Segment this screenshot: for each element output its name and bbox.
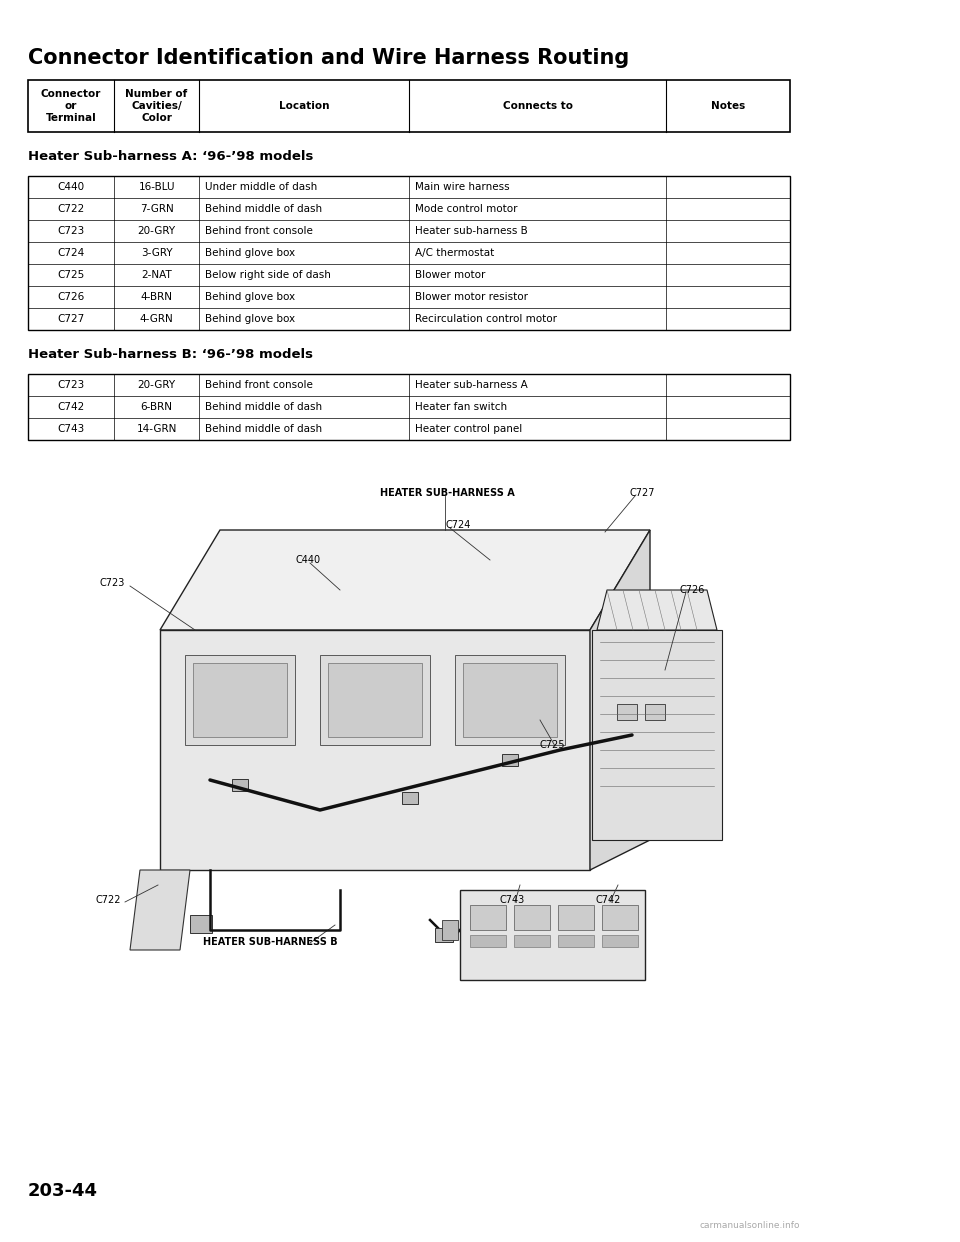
Bar <box>558 935 594 946</box>
Text: Connector Identification and Wire Harness Routing: Connector Identification and Wire Harnes… <box>28 48 629 68</box>
Bar <box>460 891 645 980</box>
Text: Behind glove box: Behind glove box <box>205 292 296 302</box>
Text: 4-BRN: 4-BRN <box>140 292 173 302</box>
Text: Heater Sub-harness A: ‘96-’98 models: Heater Sub-harness A: ‘96-’98 models <box>28 150 313 163</box>
Polygon shape <box>597 590 717 630</box>
Bar <box>320 655 430 745</box>
Bar <box>185 655 295 745</box>
Text: Heater control panel: Heater control panel <box>415 424 522 433</box>
Bar <box>402 792 418 804</box>
Text: C743: C743 <box>500 895 525 905</box>
Text: Connector
or
Terminal: Connector or Terminal <box>40 89 101 123</box>
Text: Heater sub-harness A: Heater sub-harness A <box>415 380 528 390</box>
Text: 7-GRN: 7-GRN <box>140 204 174 214</box>
Text: 6-BRN: 6-BRN <box>140 402 173 412</box>
Bar <box>442 920 458 940</box>
Bar <box>28 176 790 330</box>
Text: C727: C727 <box>58 314 84 324</box>
Text: Connects to: Connects to <box>503 101 572 111</box>
Text: C722: C722 <box>95 895 121 905</box>
Text: C742: C742 <box>58 402 84 412</box>
Text: 16-BLU: 16-BLU <box>138 183 175 193</box>
Text: Behind middle of dash: Behind middle of dash <box>205 424 323 433</box>
Polygon shape <box>590 530 650 869</box>
Bar <box>193 663 287 737</box>
Text: Main wire harness: Main wire harness <box>415 183 510 193</box>
Text: 203-44: 203-44 <box>28 1182 98 1200</box>
Text: C723: C723 <box>58 380 84 390</box>
Text: C440: C440 <box>58 183 84 193</box>
Text: Below right side of dash: Below right side of dash <box>205 270 331 279</box>
Text: C440: C440 <box>295 555 320 565</box>
Bar <box>617 703 637 719</box>
Bar <box>470 905 506 930</box>
Bar <box>602 905 638 930</box>
Text: 4-GRN: 4-GRN <box>140 314 174 324</box>
Text: C724: C724 <box>445 520 470 530</box>
Text: Notes: Notes <box>711 101 745 111</box>
Text: Heater sub-harness B: Heater sub-harness B <box>415 226 528 236</box>
Text: C722: C722 <box>58 204 84 214</box>
Text: Behind middle of dash: Behind middle of dash <box>205 204 323 214</box>
Bar <box>463 663 557 737</box>
Bar <box>455 655 565 745</box>
Text: Behind middle of dash: Behind middle of dash <box>205 402 323 412</box>
Text: 14-GRN: 14-GRN <box>136 424 177 433</box>
Text: C726: C726 <box>58 292 84 302</box>
Bar <box>514 905 550 930</box>
Polygon shape <box>160 630 590 869</box>
Text: A/C thermostat: A/C thermostat <box>415 248 494 258</box>
Text: C723: C723 <box>58 226 84 236</box>
Text: Recirculation control motor: Recirculation control motor <box>415 314 557 324</box>
Text: Number of
Cavities/
Color: Number of Cavities/ Color <box>126 89 188 123</box>
Bar <box>28 79 790 132</box>
Bar <box>502 754 518 766</box>
Text: C723: C723 <box>100 578 126 587</box>
Text: Heater Sub-harness B: ‘96-’98 models: Heater Sub-harness B: ‘96-’98 models <box>28 348 313 361</box>
Text: HEATER SUB-HARNESS B: HEATER SUB-HARNESS B <box>203 936 337 946</box>
Text: Behind glove box: Behind glove box <box>205 314 296 324</box>
Text: Mode control motor: Mode control motor <box>415 204 517 214</box>
Text: C727: C727 <box>630 488 656 498</box>
Text: Under middle of dash: Under middle of dash <box>205 183 318 193</box>
Bar <box>190 915 212 933</box>
Bar <box>514 935 550 946</box>
Bar <box>592 630 722 840</box>
Bar <box>470 935 506 946</box>
Bar <box>558 905 594 930</box>
Text: Blower motor: Blower motor <box>415 270 486 279</box>
Bar <box>232 779 248 791</box>
Bar <box>602 935 638 946</box>
Text: C726: C726 <box>680 585 706 595</box>
Text: Behind front console: Behind front console <box>205 380 313 390</box>
Text: HEATER SUB-HARNESS A: HEATER SUB-HARNESS A <box>380 488 515 498</box>
Bar <box>328 663 422 737</box>
Text: Heater fan switch: Heater fan switch <box>415 402 507 412</box>
Text: 3-GRY: 3-GRY <box>141 248 173 258</box>
Text: C724: C724 <box>58 248 84 258</box>
Text: C743: C743 <box>58 424 84 433</box>
Text: Blower motor resistor: Blower motor resistor <box>415 292 528 302</box>
Polygon shape <box>130 869 190 950</box>
Text: Location: Location <box>279 101 329 111</box>
Text: C742: C742 <box>595 895 620 905</box>
Bar <box>28 374 790 440</box>
Bar <box>435 928 453 941</box>
Bar <box>645 703 665 719</box>
Text: 2-NAT: 2-NAT <box>141 270 172 279</box>
Text: Behind glove box: Behind glove box <box>205 248 296 258</box>
Text: Behind front console: Behind front console <box>205 226 313 236</box>
Text: carmanualsonline.info: carmanualsonline.info <box>700 1221 801 1230</box>
Text: C725: C725 <box>540 740 565 750</box>
Text: 20-GRY: 20-GRY <box>137 380 176 390</box>
Polygon shape <box>160 530 650 630</box>
Text: 20-GRY: 20-GRY <box>137 226 176 236</box>
Text: C725: C725 <box>58 270 84 279</box>
